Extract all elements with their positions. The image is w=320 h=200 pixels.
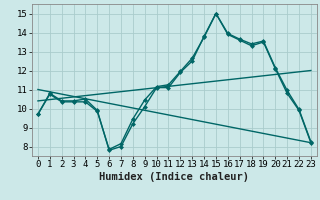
X-axis label: Humidex (Indice chaleur): Humidex (Indice chaleur) (100, 172, 249, 182)
